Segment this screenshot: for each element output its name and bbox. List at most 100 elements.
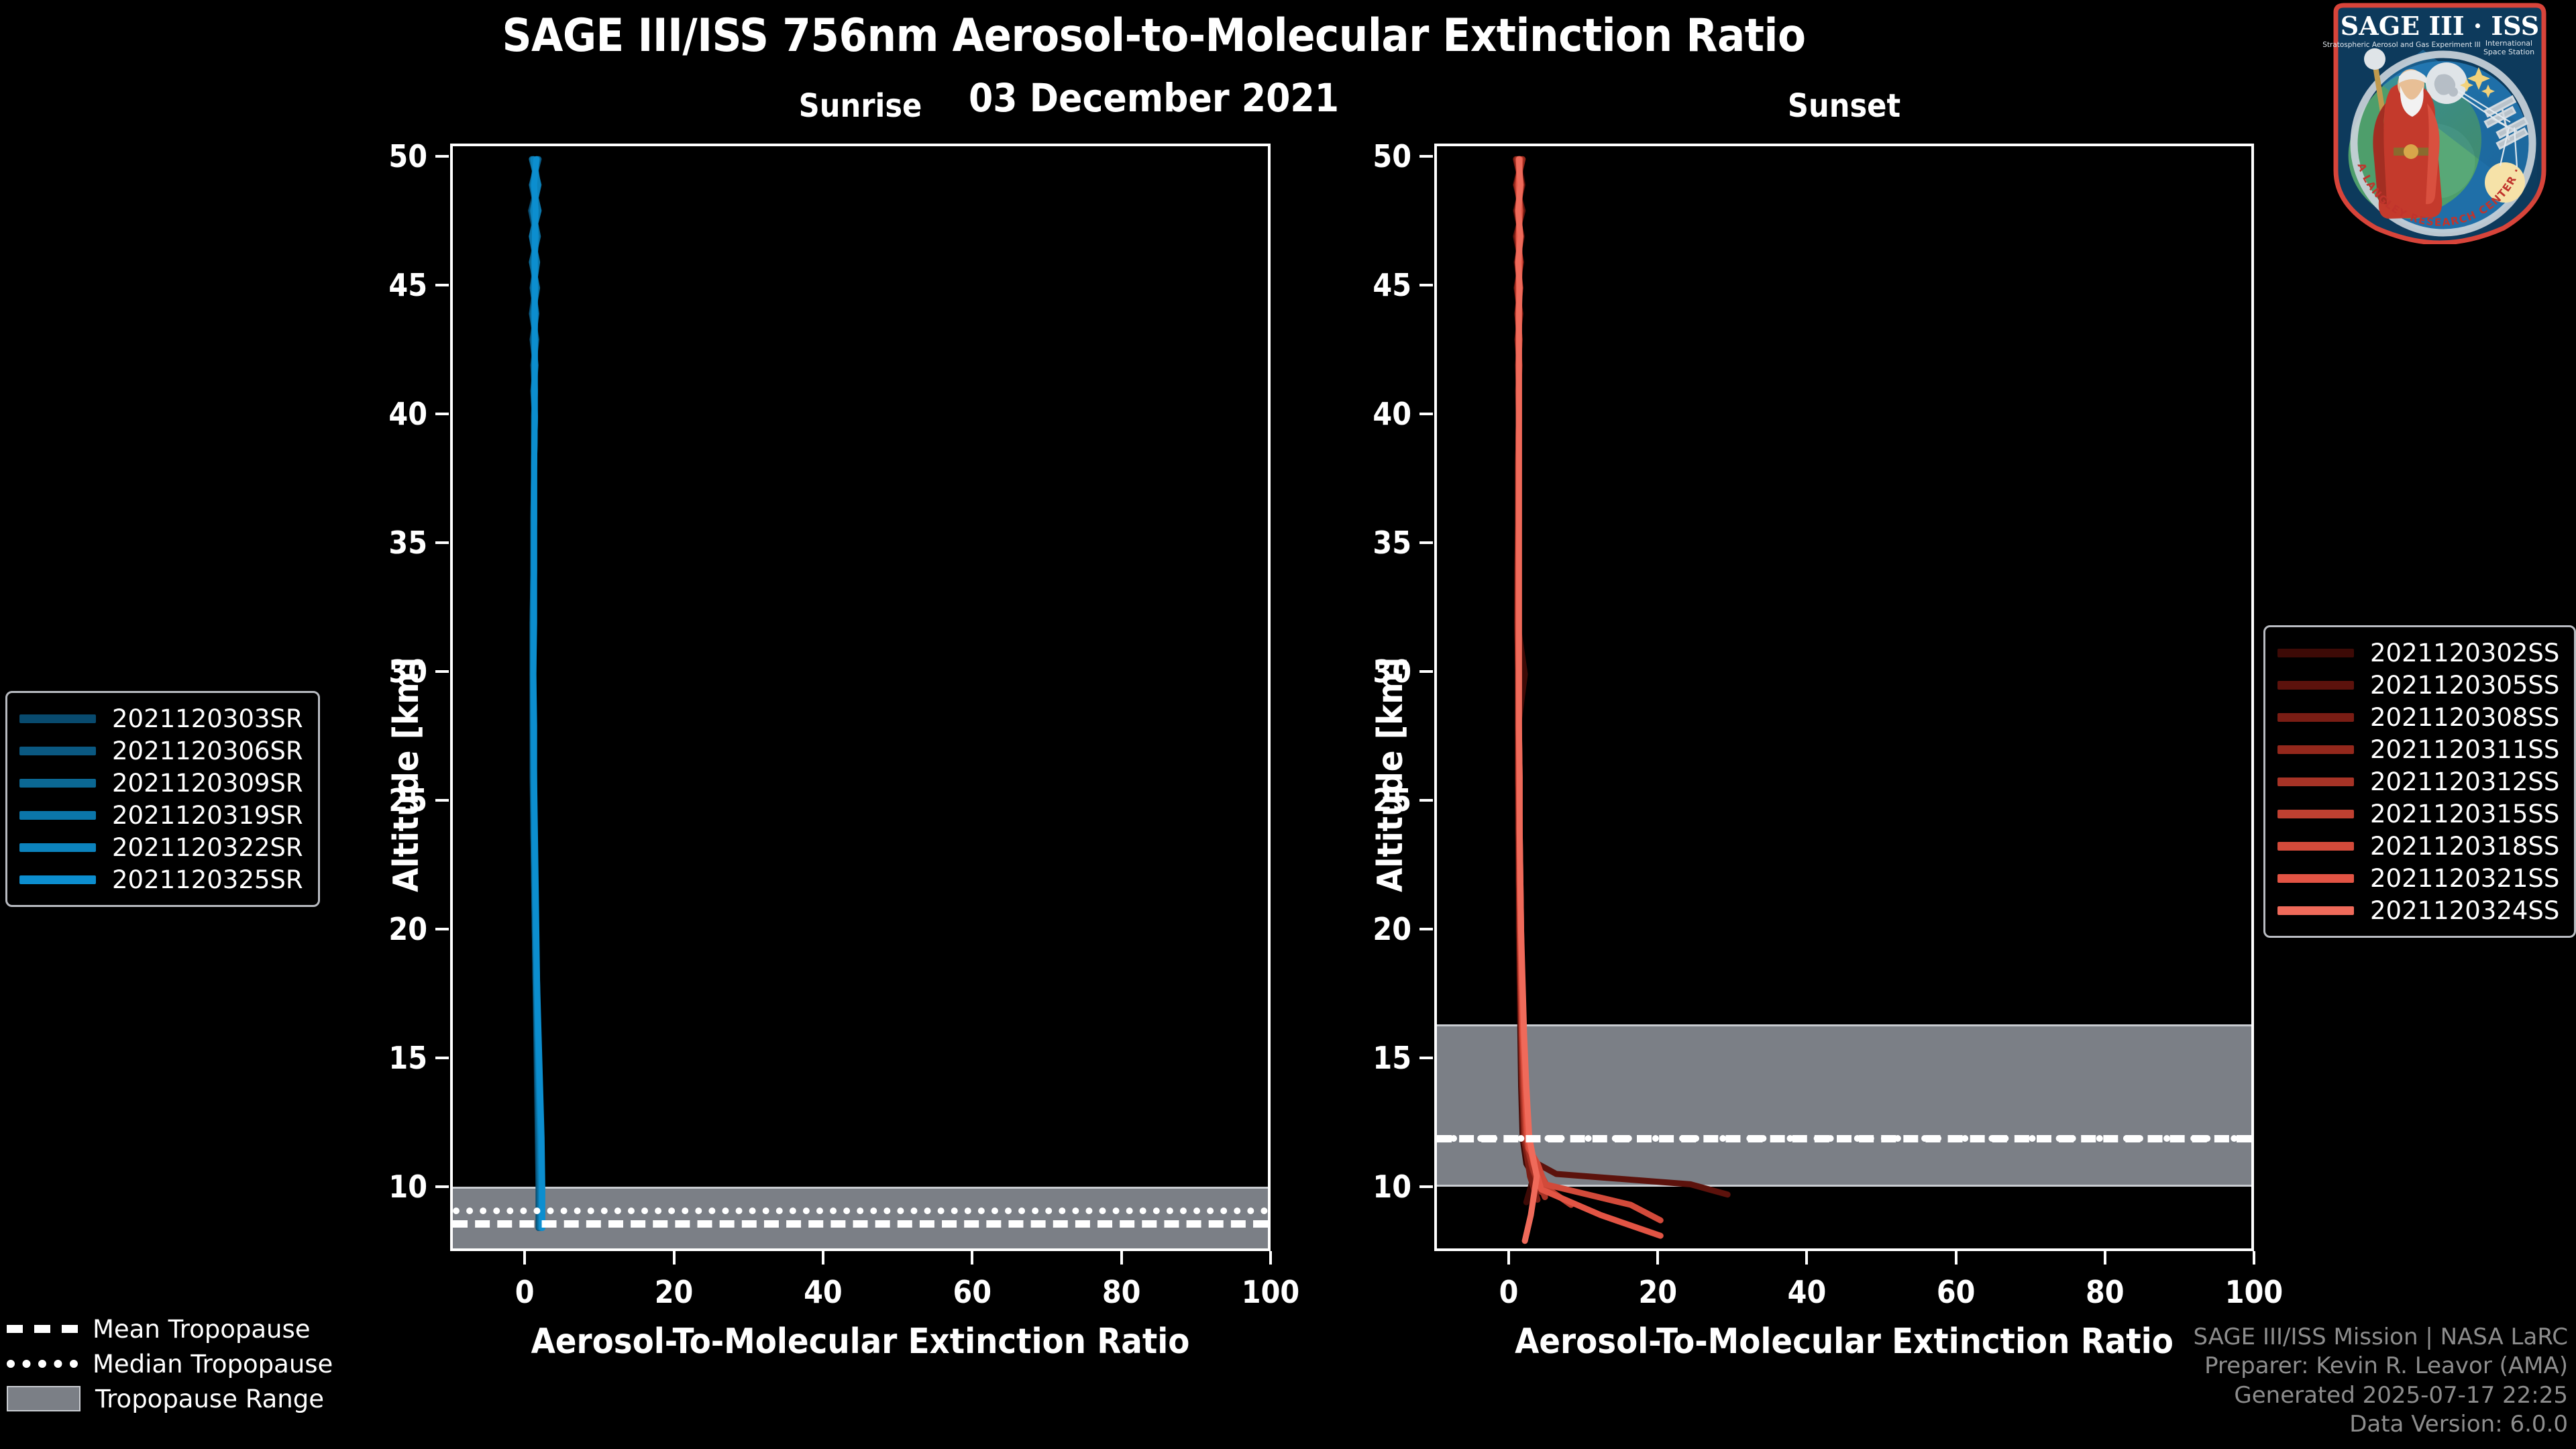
legend-sunrise-item[interactable]: 2021120322SR [19, 831, 303, 863]
legend-color-swatch [2277, 906, 2354, 915]
legend-color-swatch [2277, 873, 2354, 883]
legend-color-swatch [2277, 777, 2354, 786]
legend-item-label: 2021120305SS [2370, 670, 2560, 700]
tropopause-key-item: Median Tropopause [7, 1346, 333, 1381]
page-title: SAGE III/ISS 756nm Aerosol-to-Molecular … [502, 9, 1806, 62]
y-axis-tick-mark [435, 155, 449, 158]
legend-item-label: 2021120311SS [2370, 735, 2560, 764]
legend-sunrise[interactable]: 2021120303SR 2021120306SR 2021120309SR 2021… [5, 691, 320, 907]
x-axis-tick-label: 80 [2086, 1274, 2125, 1310]
legend-item-label: 2021120308SS [2370, 702, 2560, 732]
series-line [530, 156, 545, 1232]
legend-sunrise-item[interactable]: 2021120319SR [19, 799, 303, 831]
y-axis-tick-label: 50 [388, 138, 427, 175]
legend-item-label: 2021120319SR [112, 800, 303, 830]
tropopause-range-band [453, 1187, 1268, 1248]
legend-item-label: 2021120324SS [2370, 896, 2560, 925]
legend-color-swatch [2277, 680, 2354, 690]
legend-tropopause: Mean Tropopause Median Tropopause Tropopau… [7, 1311, 333, 1416]
x-axis-tick-label: 60 [953, 1274, 992, 1310]
legend-sunset-item[interactable]: 2021120315SS [2277, 798, 2559, 830]
legend-sunset-item[interactable]: 2021120308SS [2277, 701, 2559, 733]
y-axis-tick-label: 20 [388, 911, 427, 948]
series-layer [528, 156, 545, 1232]
legend-sunset-item[interactable]: 2021120321SS [2277, 862, 2559, 894]
x-axis-tick-label: 40 [1787, 1274, 1827, 1310]
y-axis-tick-label: 10 [388, 1169, 427, 1205]
legend-sunrise-item[interactable]: 2021120309SR [19, 767, 303, 799]
tropopause-range-band [1437, 1024, 2251, 1187]
y-axis-tick-mark [1419, 1057, 1433, 1060]
legend-sunset[interactable]: 2021120302SS 2021120305SS 2021120308SS 2021… [2263, 625, 2576, 938]
series-line [1515, 156, 1540, 1244]
credits-block: SAGE III/ISS Mission | NASA LaRC Preparer… [2193, 1323, 2568, 1440]
legend-sunset-item[interactable]: 2021120305SS [2277, 669, 2559, 701]
series-line [1515, 156, 1664, 1239]
legend-item-label: 2021120309SR [112, 768, 303, 798]
y-axis-tick-mark [1419, 284, 1433, 287]
logo-subtitle-right-1: International [2485, 39, 2532, 48]
legend-sunrise-item[interactable]: 2021120325SR [19, 863, 303, 896]
x-axis-tick-mark [1269, 1251, 1272, 1265]
legend-item-label: 2021120322SR [112, 833, 303, 862]
legend-sunset-item[interactable]: 2021120324SS [2277, 894, 2559, 926]
series-line [1515, 156, 1664, 1224]
legend-item-label: 2021120302SS [2370, 638, 2560, 667]
y-axis-tick-mark [1419, 1185, 1433, 1188]
legend-sunrise-item[interactable]: 2021120306SR [19, 735, 303, 767]
plot-panel-sunset [1434, 144, 2254, 1251]
y-axis-tick-label: 25 [388, 782, 427, 819]
y-axis-tick-label: 15 [1373, 1040, 1411, 1077]
legend-color-swatch [19, 746, 96, 755]
x-axis-tick-label: 0 [1499, 1274, 1519, 1310]
y-axis-tick-mark [1419, 413, 1433, 416]
sunset-panel-title: Sunset [1787, 87, 1901, 125]
legend-sunset-item[interactable]: 2021120312SS [2277, 765, 2559, 798]
median-tropopause-line [453, 1207, 1268, 1214]
y-axis-tick-mark [435, 284, 449, 287]
legend-sunset-item[interactable]: 2021120311SS [2277, 733, 2559, 765]
mean-tropopause-line [453, 1220, 1268, 1228]
y-axis-tick-mark [1419, 799, 1433, 802]
y-axis-tick-label: 40 [388, 396, 427, 433]
credits-line: SAGE III/ISS Mission | NASA LaRC [2193, 1323, 2568, 1350]
legend-color-swatch [19, 810, 96, 820]
legend-color-swatch [2277, 809, 2354, 818]
x-axis-tick-mark [1507, 1251, 1511, 1265]
tropopause-key-item: Mean Tropopause [7, 1311, 333, 1346]
y-axis-tick-mark [435, 928, 449, 931]
legend-color-swatch [2277, 712, 2354, 722]
y-axis-tick-label: 45 [1373, 267, 1411, 304]
legend-sunrise-item[interactable]: 2021120303SR [19, 702, 303, 735]
tropopause-key-label: Median Tropopause [93, 1349, 333, 1379]
series-layer [1513, 156, 1731, 1244]
tropopause-key-patch-icon [7, 1386, 80, 1411]
logo-subtitle-left: Stratospheric Aerosol and Gas Experiment… [2322, 41, 2481, 49]
legend-item-label: 2021120318SS [2370, 831, 2560, 861]
logo-subtitle-right-2: Space Station [2483, 48, 2534, 56]
y-axis-tick-label: 25 [1373, 782, 1411, 819]
y-axis-tick-label: 50 [1373, 138, 1411, 175]
x-axis-title-sunset: Aerosol-To-Molecular Extinction Ratio [1515, 1322, 2174, 1362]
y-axis-tick-label: 20 [1373, 911, 1411, 948]
credits-line: Generated 2025-07-17 22:25 [2234, 1381, 2568, 1409]
legend-color-swatch [19, 875, 96, 884]
legend-color-swatch [19, 778, 96, 788]
legend-item-label: 2021120325SR [112, 865, 303, 894]
legend-sunset-item[interactable]: 2021120318SS [2277, 830, 2559, 862]
x-axis-tick-label: 20 [1638, 1274, 1678, 1310]
x-axis-tick-mark [1954, 1251, 1957, 1265]
x-axis-title-sunrise: Aerosol-To-Molecular Extinction Ratio [531, 1322, 1190, 1362]
mean-tropopause-line [1437, 1135, 2251, 1143]
sage-iii-iss-logo: SAGE III · ISS Stratospheric Aerosol and… [2311, 0, 2564, 246]
tropopause-key-dashed-icon [7, 1325, 78, 1333]
y-axis-tick-mark [1419, 670, 1433, 674]
x-axis-tick-label: 80 [1102, 1274, 1141, 1310]
plot-panel-sunrise [450, 144, 1271, 1251]
x-axis-tick-mark [523, 1251, 527, 1265]
legend-color-swatch [2277, 841, 2354, 851]
x-axis-tick-label: 60 [1936, 1274, 1976, 1310]
y-axis-tick-label: 35 [1373, 525, 1411, 561]
legend-sunset-item[interactable]: 2021120302SS [2277, 637, 2559, 669]
series-line [1513, 156, 1731, 1198]
